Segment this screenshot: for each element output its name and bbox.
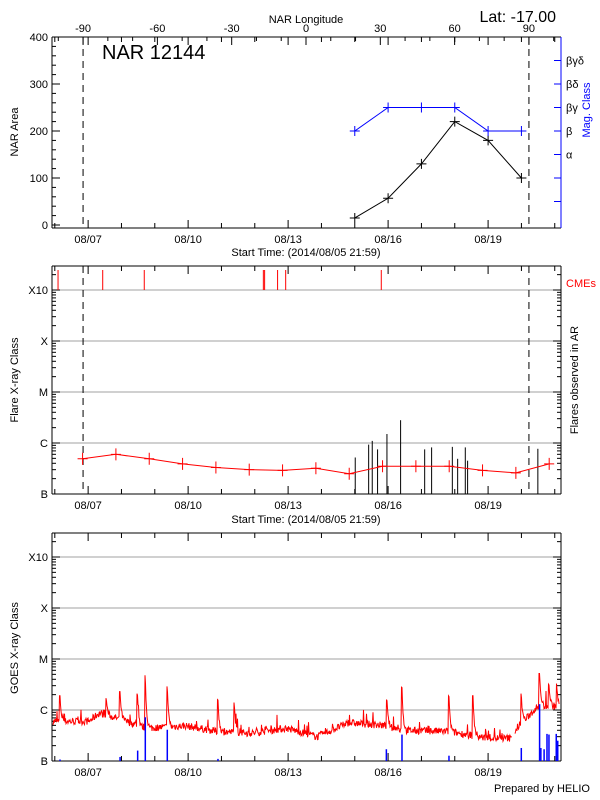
- x-tick-label: 08/10: [174, 234, 202, 246]
- panel1-y2label: Mag. Class: [581, 82, 593, 138]
- x-tick-label: 08/16: [374, 767, 402, 779]
- y-tick-label: X10: [28, 552, 48, 564]
- panel2-y2label: Flares observed in AR: [569, 326, 581, 434]
- panel1-title: NAR 12144: [102, 42, 205, 64]
- y-tick-label: X: [41, 336, 49, 348]
- y-tick-label: B: [41, 489, 48, 501]
- x-tick-label: 08/07: [74, 234, 102, 246]
- longitude-tick-label: 90: [523, 23, 535, 35]
- x-tick-label: 08/19: [474, 767, 502, 779]
- average-flare-point: [344, 467, 355, 480]
- panel2-xlabel: Start Time: (2014/08/05 21:59): [231, 514, 380, 526]
- y-tick-label: X: [41, 603, 49, 615]
- panel3-ylabel: GOES X-ray Class: [9, 602, 21, 694]
- average-flare-point: [477, 464, 488, 477]
- nar-area-point: [349, 212, 360, 223]
- average-flare-point: [210, 461, 221, 474]
- cme-label: CMEs: [566, 278, 596, 290]
- x-tick-label: 08/16: [374, 500, 402, 512]
- average-flare-point: [244, 463, 255, 476]
- mag-class-point: [349, 126, 360, 136]
- y-tick-label: 0: [42, 220, 48, 232]
- x-tick-label: 08/07: [74, 767, 102, 779]
- y-tick-label: C: [40, 705, 48, 717]
- x-tick-label: 08/10: [174, 767, 202, 779]
- mag-class-label: βγδ: [566, 56, 584, 68]
- x-tick-label: 08/07: [74, 500, 102, 512]
- longitude-tick-label: 60: [448, 23, 460, 35]
- goes-flux-line: [514, 673, 560, 734]
- x-tick-label: 08/10: [174, 500, 202, 512]
- longitude-tick-label: 30: [374, 23, 386, 35]
- average-flare-point: [110, 448, 121, 461]
- x-tick-label: 08/19: [474, 500, 502, 512]
- y-tick-label: 400: [30, 32, 48, 44]
- average-flare-point: [277, 464, 288, 477]
- x-tick-label: 08/16: [374, 234, 402, 246]
- average-flare-point: [377, 460, 388, 473]
- y-tick-label: M: [39, 654, 48, 666]
- average-flare-point: [544, 457, 555, 470]
- latitude-label: Lat: -17.00: [480, 9, 557, 26]
- x-tick-label: 08/13: [274, 767, 302, 779]
- top-axis-title: NAR Longitude: [269, 14, 344, 26]
- mag-class-label: βγ: [566, 103, 578, 115]
- mag-class-point: [516, 126, 527, 136]
- average-flare-point: [410, 460, 421, 473]
- average-flare-point: [310, 462, 321, 475]
- goes-flux-line: [52, 675, 512, 744]
- mag-class-point: [383, 102, 394, 113]
- panel2-ylabel: Flare X-ray Class: [9, 337, 21, 422]
- x-tick-label: 08/19: [474, 234, 502, 246]
- longitude-tick-label: -90: [75, 23, 91, 35]
- longitude-tick-label: -60: [149, 23, 165, 35]
- y-tick-label: C: [40, 438, 48, 450]
- y-tick-label: M: [39, 387, 48, 399]
- mag-class-point: [449, 102, 460, 113]
- x-tick-label: 08/13: [274, 234, 302, 246]
- nar-area-point: [416, 158, 427, 169]
- nar-area-point: [483, 135, 494, 146]
- nar-area-line: [354, 120, 522, 219]
- mag-class-point: [416, 102, 427, 113]
- mag-class-label: β: [566, 126, 572, 138]
- credit-label: Prepared by HELIO: [494, 783, 590, 795]
- y-tick-label: X10: [28, 285, 48, 297]
- y-tick-label: 200: [30, 126, 48, 138]
- longitude-tick-label: -30: [224, 23, 240, 35]
- longitude-tick-label: 0: [303, 23, 309, 35]
- mag-class-label: βδ: [566, 79, 578, 91]
- average-flare-point: [510, 466, 521, 479]
- mag-class-label: α: [566, 150, 573, 162]
- nar-area-point: [516, 173, 527, 183]
- y-tick-label: 100: [30, 173, 48, 185]
- panel1-ylabel: NAR Area: [9, 107, 21, 157]
- mag-class-line: [354, 107, 522, 132]
- average-flare-point: [444, 460, 455, 473]
- average-flare-point: [144, 452, 155, 465]
- x-tick-label: 08/13: [274, 500, 302, 512]
- mag-class-point: [483, 126, 494, 136]
- y-tick-label: B: [41, 756, 48, 768]
- nar-area-point: [383, 193, 394, 204]
- nar-area-point: [449, 116, 460, 127]
- average-flare-point: [177, 457, 188, 470]
- average-flare-point: [77, 452, 88, 465]
- y-tick-label: 300: [30, 79, 48, 91]
- panel1-xlabel: Start Time: (2014/08/05 21:59): [231, 247, 380, 259]
